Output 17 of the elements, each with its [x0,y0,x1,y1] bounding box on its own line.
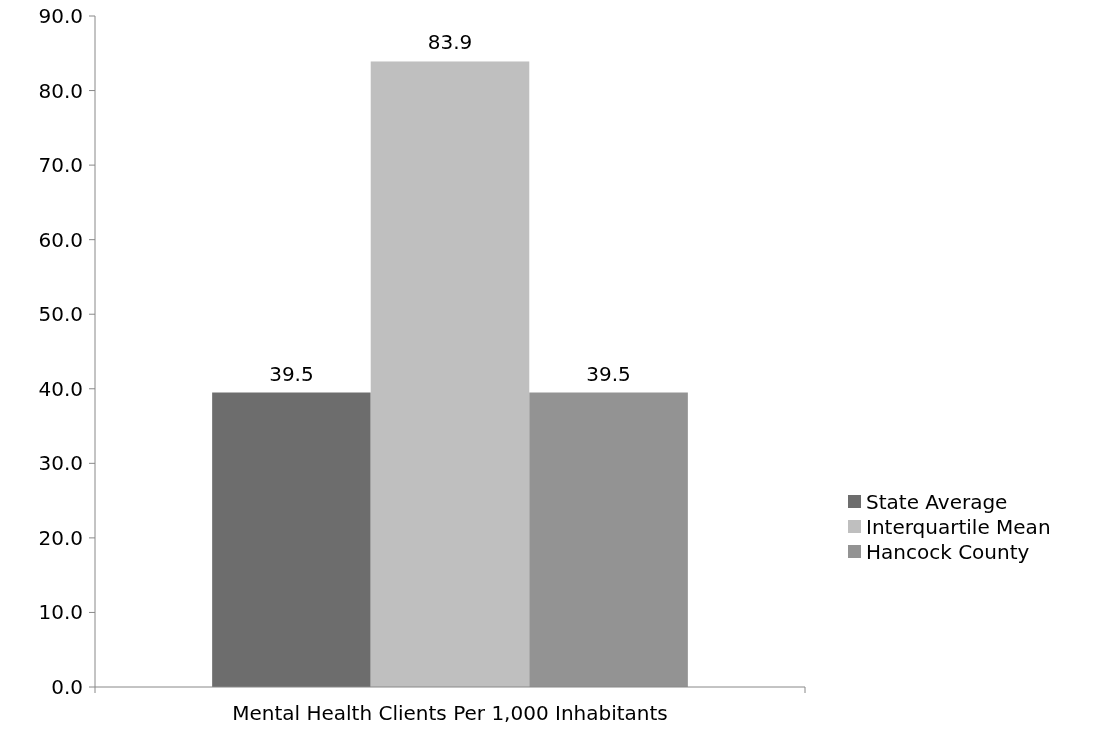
data-label: 83.9 [427,30,473,55]
legend-label: Interquartile Mean [866,515,1051,539]
y-tick-label: 20.0 [38,525,83,550]
y-tick-label: 10.0 [38,600,83,625]
data-label: 39.5 [269,361,314,386]
y-tick-label: 90.0 [38,4,83,28]
y-tick-label: 0.0 [51,675,83,699]
y-tick-label: 60.0 [38,227,83,252]
x-tick-label: Mental Health Clients Per 1,000 Inhabitants [232,701,668,725]
y-tick-label: 50.0 [38,302,83,327]
y-tick-label: 80.0 [38,78,83,103]
legend-label: State Average [866,490,1008,514]
y-tick-label: 40.0 [38,376,83,401]
y-tick-label: 30.0 [38,451,83,476]
legend-label: Hancock County [866,540,1030,564]
y-tick-label: 70.0 [38,153,83,178]
data-label: 39.5 [586,361,631,386]
